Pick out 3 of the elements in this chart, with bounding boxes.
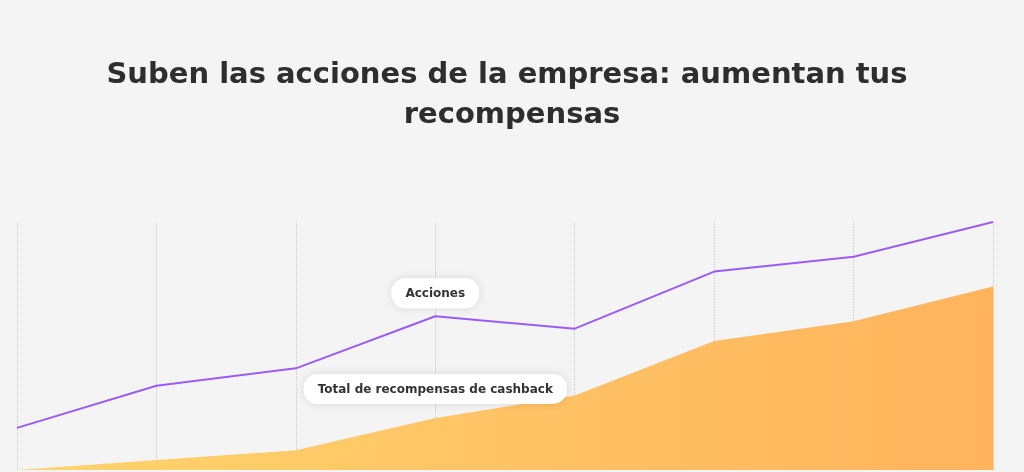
series-label: Total de recompensas de cashback [317, 381, 554, 396]
series-label: Acciones [405, 286, 466, 301]
chart-title: Suben las acciones de la empresa: aumentan tus recompensas [106, 56, 918, 130]
